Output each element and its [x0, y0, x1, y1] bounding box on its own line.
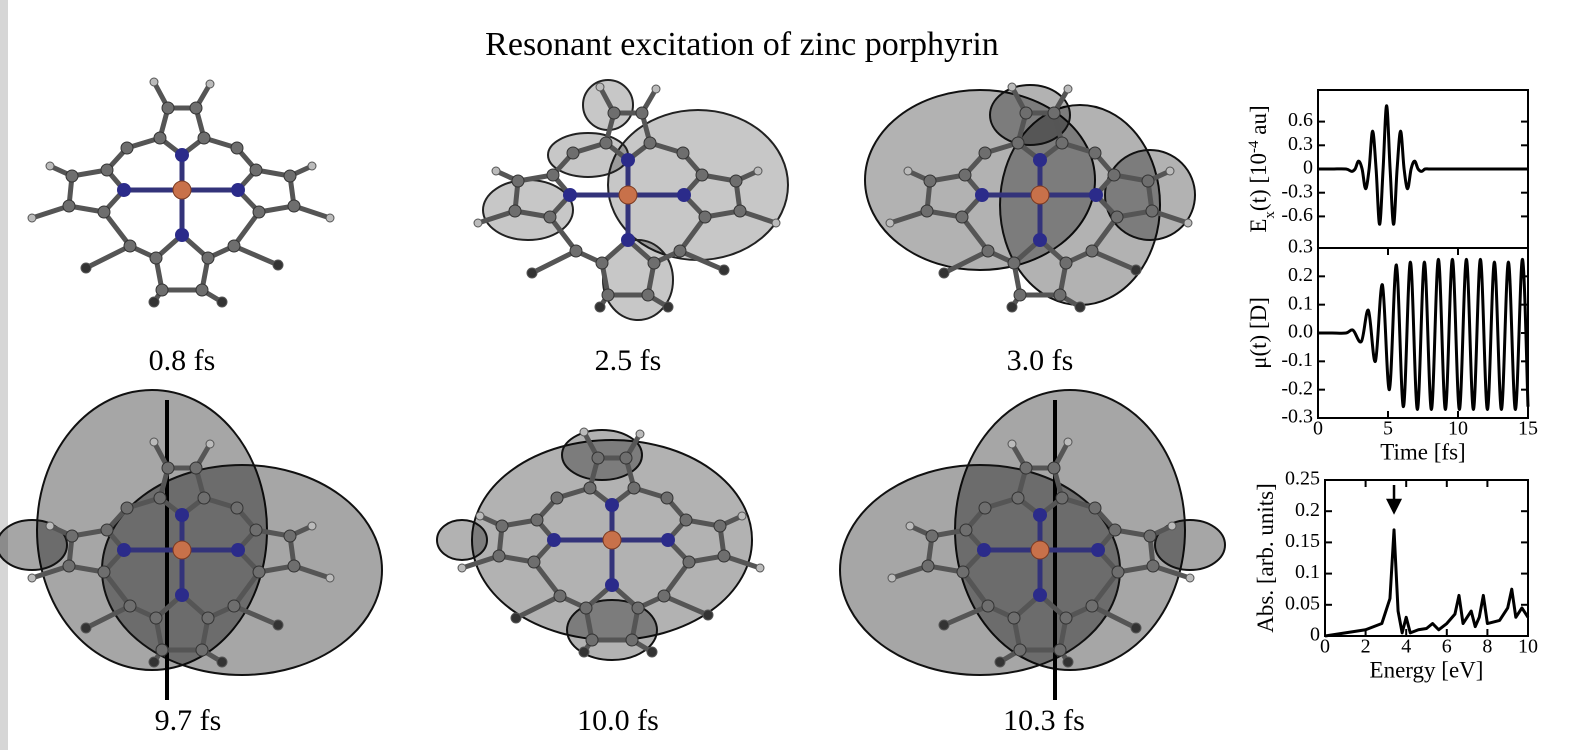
molecule	[865, 83, 1195, 312]
panel-label: 9.7 fs	[155, 704, 222, 737]
panel-label: 10.0 fs	[577, 704, 659, 737]
y-tick-label: 0.05	[1285, 592, 1320, 614]
y-axis-label-part: Abs. [arb. units]	[1253, 483, 1278, 632]
y-tick-label: 0	[1303, 157, 1313, 179]
x-tick-label: 15	[1518, 418, 1538, 440]
molecule	[0, 390, 382, 700]
molecule	[474, 80, 788, 320]
y-tick-label: -0.3	[1281, 406, 1313, 428]
y-tick-label: -0.1	[1281, 349, 1313, 371]
y-tick-label: 0.15	[1285, 530, 1320, 552]
y-axis-label-part: E	[1246, 219, 1271, 233]
y-tick-label: 0.25	[1285, 468, 1320, 490]
y-axis-label-part: (t) [10	[1246, 153, 1271, 211]
y-tick-label: -0.2	[1281, 377, 1313, 399]
y-tick-label: 0.3	[1288, 236, 1313, 258]
y-axis-label: Abs. [arb. units]	[1253, 483, 1278, 632]
y-axis-label: μ(t) [D]	[1246, 297, 1271, 369]
x-tick-label: 6	[1442, 636, 1452, 658]
x-tick-label: 2	[1361, 636, 1371, 658]
x-tick-label: 10	[1448, 418, 1468, 440]
figure-title: Resonant excitation of zinc porphyrin	[485, 26, 999, 63]
y-tick-label: 0.6	[1288, 109, 1313, 131]
data-line	[1318, 259, 1528, 409]
frame-edge	[0, 0, 8, 750]
y-axis-label-part: μ(t) [D]	[1246, 297, 1271, 369]
plot-frame	[1325, 480, 1528, 636]
y-tick-label: 0	[1310, 624, 1320, 646]
molecule	[28, 78, 334, 307]
y-tick-label: 0.0	[1288, 321, 1313, 343]
molecule	[840, 390, 1225, 700]
x-axis-label: Energy [eV]	[1370, 657, 1484, 682]
annotation-arrow	[1388, 485, 1400, 512]
x-tick-label: 4	[1401, 636, 1411, 658]
x-tick-label: 5	[1383, 418, 1393, 440]
x-tick-label: 0	[1313, 418, 1323, 440]
y-tick-label: 0.1	[1288, 292, 1313, 314]
x-tick-label: 10	[1518, 636, 1538, 658]
panel-label: 2.5 fs	[595, 344, 662, 377]
y-axis-label-part: au]	[1246, 105, 1271, 140]
figure: Resonant excitation of zinc porphyrin 0.…	[0, 0, 1573, 750]
y-axis-label: Ex(t) [10-4 au]	[1246, 105, 1278, 232]
x-axis-label: Time [fs]	[1380, 439, 1465, 464]
data-line	[1325, 530, 1528, 636]
x-tick-label: 0	[1320, 636, 1330, 658]
data-line	[1318, 106, 1528, 225]
y-tick-label: -0.3	[1281, 180, 1313, 202]
y-tick-label: 0.2	[1288, 264, 1313, 286]
panel-label: 10.3 fs	[1003, 704, 1085, 737]
y-tick-label: 0.3	[1288, 133, 1313, 155]
y-axis-label-part: -4	[1246, 140, 1262, 153]
molecule	[437, 428, 764, 660]
y-tick-label: 0.2	[1295, 499, 1320, 521]
panel-label: 0.8 fs	[149, 344, 216, 377]
y-tick-label: -0.6	[1281, 204, 1313, 226]
x-tick-label: 8	[1482, 636, 1492, 658]
panel-label: 3.0 fs	[1007, 344, 1074, 377]
y-tick-label: 0.1	[1295, 561, 1320, 583]
